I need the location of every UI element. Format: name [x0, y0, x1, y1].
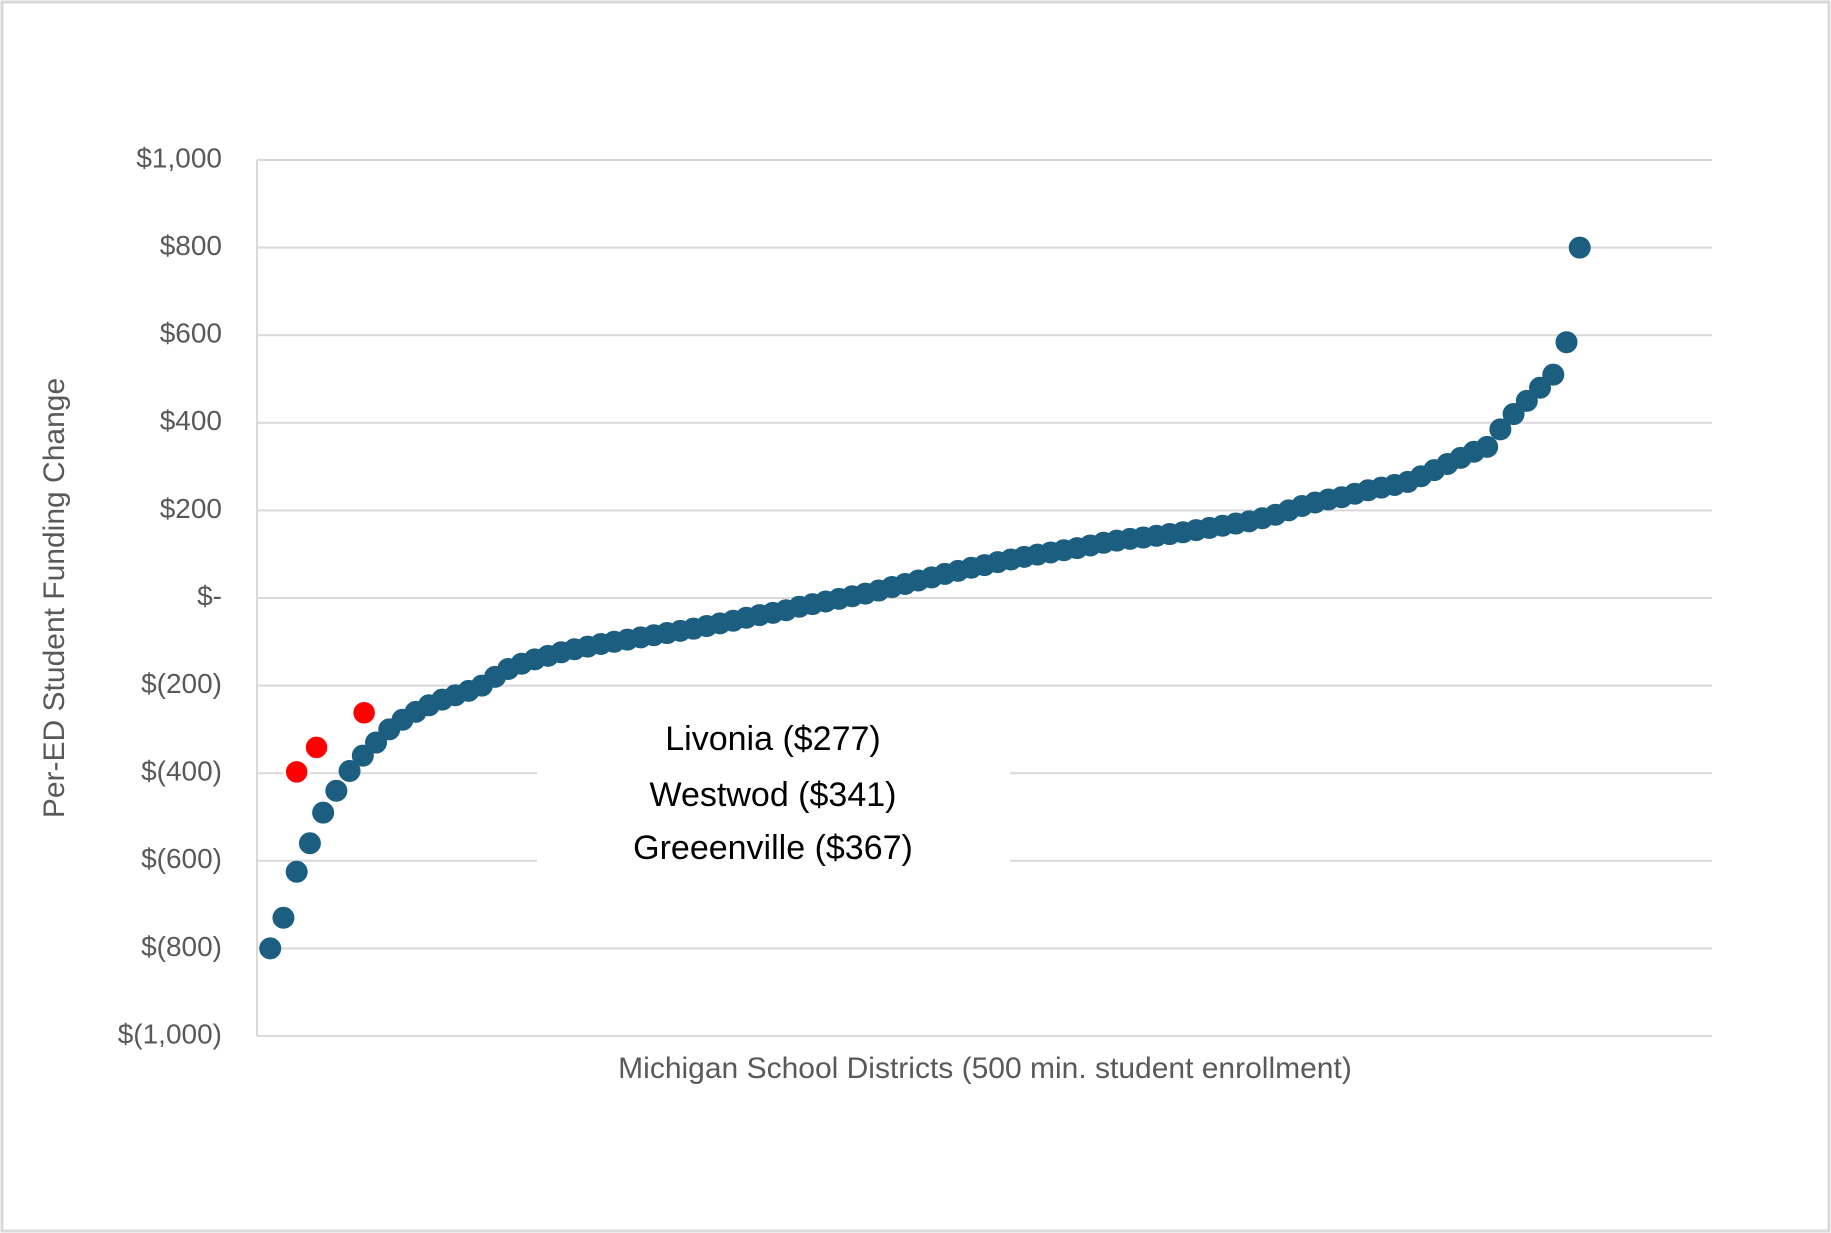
y-tick-label: $-: [197, 580, 222, 611]
annotation-box: [537, 712, 1010, 876]
y-tick-label: $800: [160, 230, 222, 261]
point: [1555, 331, 1578, 354]
point: [365, 731, 388, 754]
marks: [259, 236, 1591, 960]
point: [1542, 363, 1565, 386]
point: [285, 860, 308, 883]
y-tick-label: $(200): [141, 668, 222, 699]
y-tick-label: $(600): [141, 843, 222, 874]
y-axis-label: Per-ED Student Funding Change: [38, 378, 71, 818]
y-tick-label: $(400): [141, 756, 222, 787]
point: [1515, 389, 1538, 412]
highlight-point: [283, 758, 310, 786]
y-tick-label: $400: [160, 405, 222, 436]
x-axis-label: Michigan School Districts (500 min. stud…: [618, 1052, 1352, 1085]
y-tick-label: $(1,000): [118, 1018, 222, 1049]
annotation: Greeenville ($367): [633, 829, 913, 867]
point: [259, 937, 282, 960]
point: [1476, 435, 1499, 458]
point: [1568, 236, 1591, 259]
y-tick-label: $600: [160, 318, 222, 349]
point: [351, 744, 374, 767]
y-tick-label: $(800): [141, 931, 222, 962]
highlight-point: [350, 699, 378, 727]
point: [298, 832, 321, 855]
point: [1502, 403, 1525, 426]
highlight-point: [303, 734, 330, 761]
point: [1489, 418, 1512, 441]
annotation: Livonia ($277): [665, 720, 880, 758]
point: [312, 801, 335, 824]
y-tick-label: $200: [160, 493, 222, 524]
point: [338, 760, 361, 783]
point: [325, 779, 348, 802]
y-tick-label: $1,000: [136, 142, 222, 173]
point: [272, 906, 295, 929]
point: [1529, 376, 1552, 399]
annotation: Westwod ($341): [650, 776, 897, 814]
